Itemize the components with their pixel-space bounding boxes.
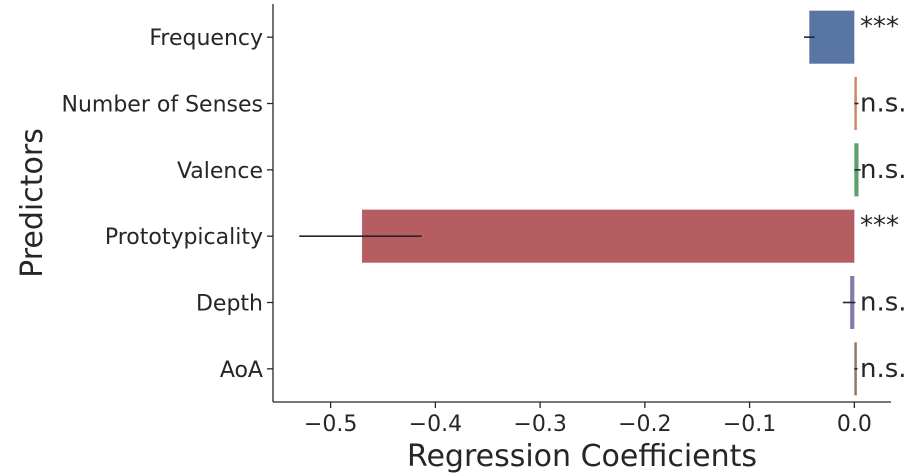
x-ticks-layer: −0.5 −0.4 −0.3 −0.2 −0.1 0.0 xyxy=(304,402,872,437)
x-tick-label: 0.0 xyxy=(837,412,872,437)
significance-label-prototypicality: *** xyxy=(860,211,899,241)
y-tick-label-aoa: AoA xyxy=(220,358,263,383)
significance-labels-layer: *** n.s. n.s. *** n.s. n.s. xyxy=(860,12,907,384)
significance-label-frequency: *** xyxy=(860,12,899,42)
significance-label-valence: n.s. xyxy=(860,155,907,185)
x-tick-label: −0.4 xyxy=(409,412,462,437)
x-tick-label: −0.5 xyxy=(304,412,357,437)
significance-label-depth: n.s. xyxy=(860,288,907,318)
y-tick-label-number-of-senses: Number of Senses xyxy=(62,93,263,118)
y-tick-label-frequency: Frequency xyxy=(149,26,263,51)
y-ticks-layer: Frequency Number of Senses Valence Prototyp… xyxy=(62,26,273,383)
error-bars-layer xyxy=(299,36,861,370)
x-tick-label: −0.3 xyxy=(513,412,566,437)
y-tick-label-depth: Depth xyxy=(196,292,263,317)
significance-label-number-of-senses: n.s. xyxy=(860,89,907,119)
x-tick-label: −0.1 xyxy=(723,412,776,437)
significance-label-aoa: n.s. xyxy=(860,354,907,384)
y-axis-title: Predictors xyxy=(15,128,50,278)
bar-frequency xyxy=(809,10,855,64)
y-tick-label-valence: Valence xyxy=(177,159,263,184)
bars-layer xyxy=(362,10,859,396)
x-axis-title: Regression Coefficients xyxy=(407,439,757,474)
y-tick-label-prototypicality: Prototypicality xyxy=(105,225,263,250)
x-tick-label: −0.2 xyxy=(618,412,671,437)
bar-prototypicality xyxy=(362,209,855,263)
